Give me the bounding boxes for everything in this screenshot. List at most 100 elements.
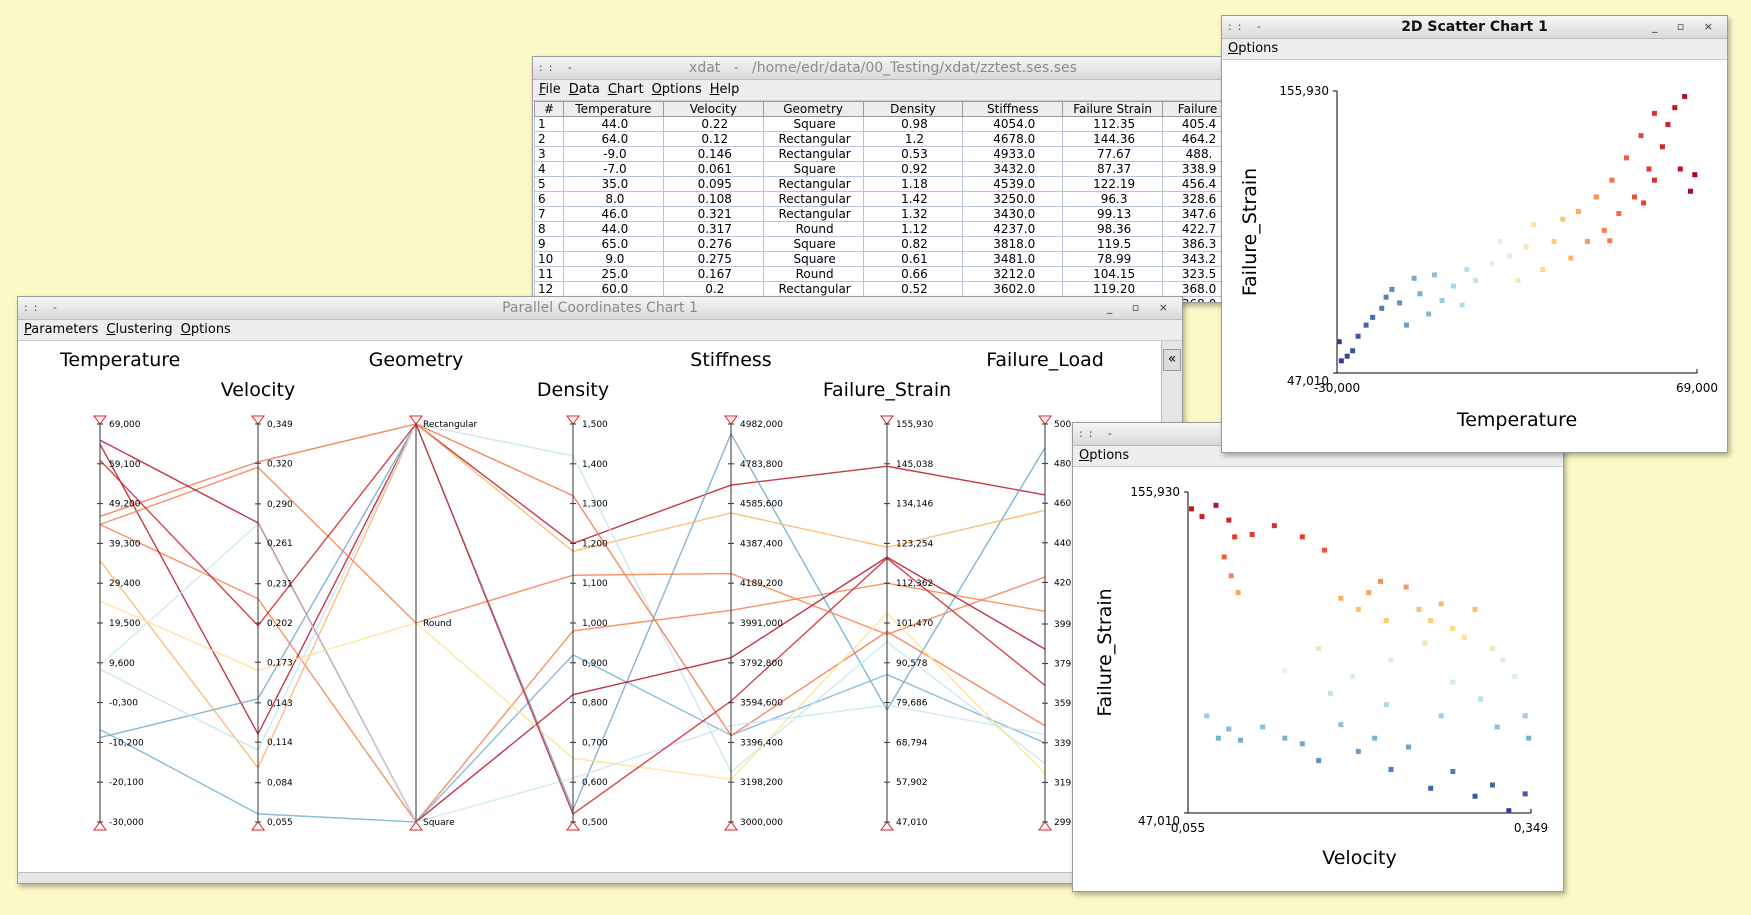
point [1601,227,1607,233]
point [1316,758,1322,764]
menu-bar: File Data Chart Options Help [533,80,1233,101]
tick-label: 0,084 [267,779,293,789]
tick-label: 440, [1054,539,1074,549]
table-cell: 9.0 [562,251,664,267]
point [1416,606,1422,612]
point [1607,238,1613,244]
y-tick-label: 155,930 [1279,84,1329,98]
point [1213,502,1219,508]
tick-label: 0,600 [582,778,608,788]
table-cell: 4237.0 [962,221,1064,237]
tick-label: 4189,200 [740,579,783,589]
table-cell: 0.12 [662,131,764,147]
point [1506,808,1512,814]
tick-label: 19,500 [109,619,141,629]
point [1497,239,1503,245]
table-cell: 3430.0 [962,206,1064,222]
title-bar: :: - Parallel Coordinates Chart 1 _ ▫ × [18,297,1182,320]
tick-label: 1,300 [582,500,608,510]
point [1397,300,1403,306]
point [1403,584,1409,590]
x-tick-label: 0,349 [1514,821,1548,835]
point [1204,713,1210,719]
point [1388,766,1394,772]
point [1526,735,1532,741]
point [1355,333,1361,339]
table-cell: 4054.0 [962,116,1064,132]
table-cell: 0.98 [862,116,964,132]
point [1383,702,1389,708]
table-cell: 35.0 [562,176,664,192]
point [1692,172,1698,178]
tick-label: 339, [1054,739,1074,749]
point [1450,768,1456,774]
point [1338,358,1344,364]
table-cell: 3818.0 [962,236,1064,252]
tick-label: 4387,400 [740,539,783,549]
table-cell: 3212.0 [962,266,1064,282]
tick-label: 1,100 [582,579,608,589]
tick-label: 68,794 [896,738,928,748]
collapse-button[interactable]: « [1163,349,1181,371]
menu-item[interactable]: Data [568,82,600,97]
column-header: Failure [1162,101,1233,117]
table-cell: 144.36 [1062,131,1164,147]
y-tick-label: 155,930 [1130,485,1180,499]
menu-item[interactable]: Options [1228,41,1279,56]
table-cell: 6 [534,191,564,207]
filter-handle [566,821,580,831]
point [1450,283,1456,289]
menu-item[interactable]: Parameters [24,322,99,337]
column-header: Velocity [662,101,764,117]
tick-label: 460, [1054,499,1074,509]
menu-item[interactable]: Help [709,82,740,97]
point [1336,339,1342,345]
title-bar: :: - xdat - /home/edr/data/00_Testing/xda… [533,57,1233,80]
window-title: xdat - /home/edr/data/00_Testing/xdat/zz… [689,60,1077,76]
parallel-window: :: - Parallel Coordinates Chart 1 _ ▫ × Pa… [17,296,1183,884]
menu-item[interactable]: Options [1079,448,1130,463]
tick-label: 299, [1054,818,1074,828]
y-tick-label: 47,010 [1287,374,1329,388]
table-cell: 122.19 [1062,176,1164,192]
scatter-window: :: -2D Scatter Chart 1 _ ▫ × Options 155,… [1221,15,1728,453]
title-bar: :: -2D Scatter Chart 1 _ ▫ × [1222,16,1727,39]
tick-label: 480, [1054,460,1074,470]
point [1641,200,1647,206]
window-title: 2D Scatter Chart 1 [1401,19,1548,35]
table-cell: Rectangular [762,206,864,222]
point [1235,590,1241,596]
table-cell: 44.0 [562,116,664,132]
y-axis-title: Failure_Strain [1094,588,1116,716]
menu-item[interactable]: Options [180,322,231,337]
point [1472,793,1478,799]
menu-item[interactable]: File [539,82,561,97]
point [1282,668,1288,674]
tick-label: -20,100 [109,778,144,788]
menu-item[interactable]: Chart [607,82,644,97]
table-cell: 1.2 [862,131,964,147]
point [1450,679,1456,685]
table-cell: 456.4 [1162,176,1233,192]
axis-name: Temperature [59,349,180,371]
axis-name: Geometry [369,349,464,371]
scatter-chart: 155,930 47,010-30,000 69,000 Temperature Fai… [1239,84,1718,431]
x-axis-title: Temperature [1456,409,1577,431]
table-cell: 96.3 [1062,191,1164,207]
y-tick-label: 47,010 [1138,814,1180,828]
menu-item[interactable]: Clustering [106,322,173,337]
axis-name: Failure_Load [986,349,1104,371]
table-cell: 4 [534,161,564,177]
menu-item[interactable]: Options [651,82,702,97]
point [1464,266,1470,272]
window-title: Parallel Coordinates Chart 1 [502,300,698,316]
point [1232,534,1238,540]
table-cell: Square [762,161,864,177]
table-cell: 64.0 [562,131,664,147]
tick-label: 0,320 [267,459,293,469]
point [1327,690,1333,696]
table-window: :: - xdat - /home/edr/data/00_Testing/xda… [532,56,1234,303]
point [1659,144,1665,150]
tick-label: 155,930 [896,420,933,430]
